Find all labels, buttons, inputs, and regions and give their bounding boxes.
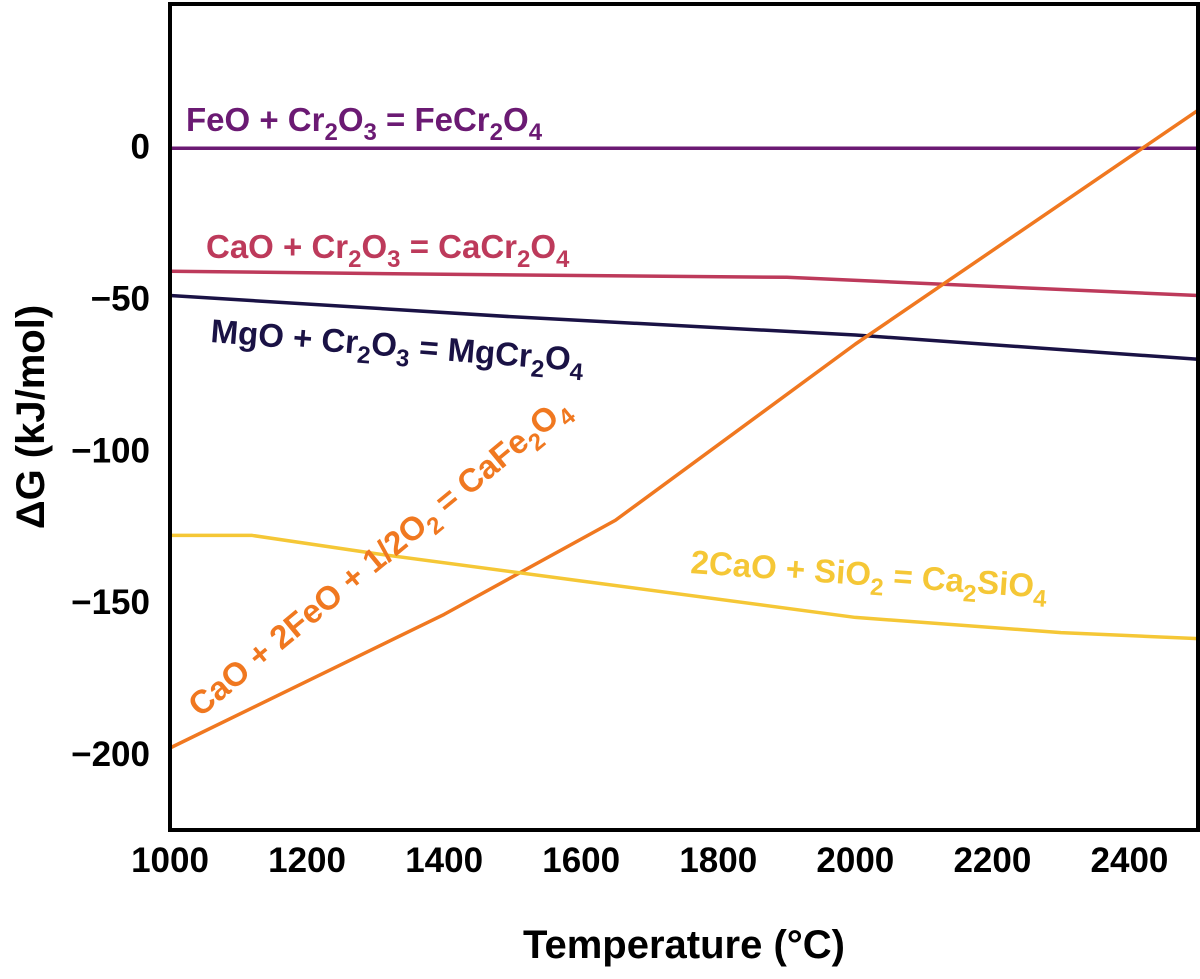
x-axis-title: Temperature (°C)	[523, 923, 845, 967]
y-axis-title: ΔG (kJ/mol)	[9, 305, 53, 529]
y-tick-label: −150	[71, 583, 150, 622]
x-tick-label: 1800	[679, 841, 757, 880]
y-tick-label: 0	[131, 128, 150, 167]
x-tick-label: 1600	[542, 841, 620, 880]
series-line-5	[170, 533, 1199, 641]
series-line-2	[169, 269, 1199, 298]
series-line-4	[169, 108, 1199, 750]
x-tick-label: 1400	[405, 841, 483, 880]
x-tick-label: 2200	[953, 841, 1031, 880]
x-tick-label: 1200	[268, 841, 346, 880]
x-tick-label: 2400	[1091, 841, 1169, 880]
y-axis-ticks: 0 −50 −100 −150 −200	[71, 128, 150, 774]
x-tick-label: 1000	[131, 841, 209, 880]
y-tick-label: −100	[71, 431, 150, 470]
x-axis-ticks: 1000 1200 1400 1600 1800 2000 2200 2400	[131, 841, 1168, 880]
x-tick-label: 2000	[816, 841, 894, 880]
series-layer	[169, 108, 1199, 750]
plot-frame	[168, 2, 1200, 832]
y-tick-label: −200	[71, 735, 150, 774]
y-tick-label: −50	[91, 280, 150, 319]
series-line-3	[169, 293, 1199, 362]
